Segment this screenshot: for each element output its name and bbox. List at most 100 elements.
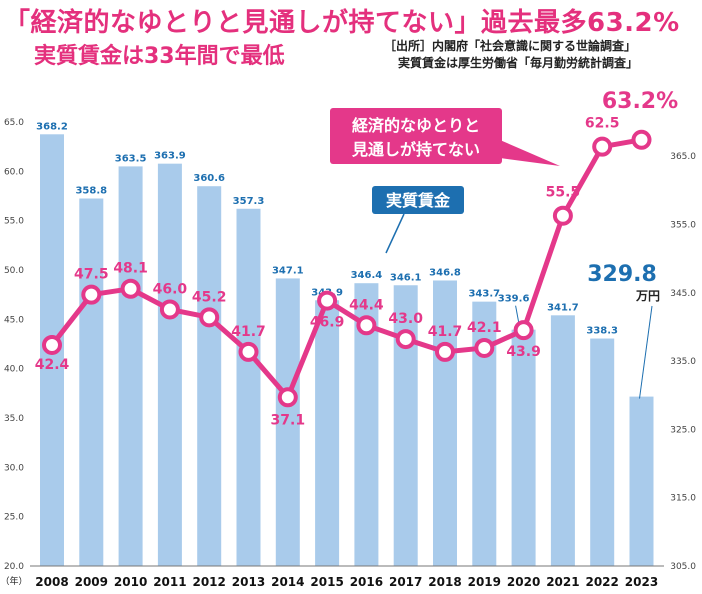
line-point-marker bbox=[81, 284, 102, 305]
wage-callout-pointer bbox=[385, 213, 405, 254]
x-tick-label: 2018 bbox=[428, 575, 461, 589]
line-point-marker bbox=[395, 329, 416, 350]
line-point-value-label: 44.4 bbox=[349, 297, 384, 313]
line-point-value-label: 63.2% bbox=[602, 89, 678, 114]
source-line-2: 実質賃金は厚生労働省「毎月勤労統計調査」 bbox=[398, 56, 639, 70]
wage-bar-value-label: 341.7 bbox=[547, 302, 579, 313]
line-point-marker bbox=[277, 387, 298, 408]
chart-title: 「経済的なゆとりと見通しが持てない」過去最多63.2% bbox=[4, 8, 680, 38]
wage-bar-value-label: 363.5 bbox=[115, 153, 147, 164]
y-right-tick-label: 305.0 bbox=[670, 562, 696, 572]
x-tick-label: 2013 bbox=[232, 575, 265, 589]
wage-bar bbox=[550, 315, 575, 566]
wage-bar bbox=[79, 198, 104, 566]
line-callout-label: 見通しが持てない bbox=[351, 140, 480, 159]
line-point-value-label: 55.5 bbox=[546, 185, 581, 201]
y-left-tick-label: 20.0 bbox=[4, 562, 24, 572]
x-tick-label: 2015 bbox=[310, 575, 343, 589]
wage-bar bbox=[275, 278, 300, 566]
line-point-value-label: 48.1 bbox=[113, 261, 148, 277]
wage-bar bbox=[590, 338, 615, 566]
y-right-tick-label: 355.0 bbox=[670, 220, 696, 230]
wage-unit-label: 万円 bbox=[635, 289, 660, 303]
line-series-path bbox=[50, 137, 642, 400]
line-point-marker bbox=[317, 290, 338, 311]
y-left-tick-label: 30.0 bbox=[4, 463, 24, 473]
x-axis-unit-label: （年） bbox=[0, 575, 27, 587]
line-point-value-label: 62.5 bbox=[585, 116, 620, 132]
line-point-marker bbox=[42, 334, 62, 355]
wage-bar bbox=[393, 285, 418, 566]
line-point-marker bbox=[199, 307, 220, 328]
x-tick-label: 2017 bbox=[389, 575, 422, 589]
y-right-tick-label: 365.0 bbox=[670, 152, 696, 162]
line-point-value-label: 37.1 bbox=[271, 412, 306, 428]
x-tick-label: 2014 bbox=[271, 575, 304, 589]
wage-bar-value-label: 339.6 bbox=[498, 294, 530, 305]
x-tick-label: 2021 bbox=[546, 575, 579, 589]
y-right-tick-label: 345.0 bbox=[670, 289, 696, 299]
line-point-value-label: 41.7 bbox=[428, 324, 463, 340]
line-point-value-label: 43.9 bbox=[506, 344, 541, 360]
line-point-value-label: 45.2 bbox=[192, 289, 227, 305]
y-left-tick-label: 45.0 bbox=[4, 315, 24, 325]
y-right-tick-label: 335.0 bbox=[670, 357, 696, 367]
wage-bar-value-label: 360.6 bbox=[193, 173, 225, 184]
line-point-marker bbox=[474, 337, 495, 358]
x-tick-label: 2016 bbox=[350, 575, 383, 589]
wage-bar-value-label: 358.8 bbox=[75, 186, 107, 197]
wage-bar-value-label: 343.7 bbox=[468, 289, 500, 300]
wage-callout-label: 実質賃金 bbox=[386, 191, 451, 210]
wage-bar-value-label: 346.4 bbox=[351, 270, 383, 281]
line-callout-box bbox=[330, 108, 502, 164]
y-right-tick-label: 325.0 bbox=[670, 425, 696, 435]
line-point-value-label: 42.1 bbox=[467, 320, 502, 336]
wage-bar bbox=[511, 329, 536, 566]
wage-bar bbox=[629, 396, 654, 566]
wage-bar-value-label: 346.1 bbox=[390, 272, 422, 283]
line-point-marker bbox=[552, 205, 573, 226]
wage-bar bbox=[315, 300, 340, 566]
line-point-marker bbox=[238, 341, 259, 362]
wage-bar-value-label: 363.9 bbox=[154, 151, 186, 162]
x-tick-label: 2019 bbox=[468, 575, 501, 589]
line-point-value-label: 42.4 bbox=[35, 357, 70, 373]
y-left-tick-label: 35.0 bbox=[4, 414, 24, 424]
line-point-marker bbox=[120, 278, 141, 299]
x-tick-label: 2009 bbox=[75, 575, 108, 589]
wage-bar-value-label: 347.1 bbox=[272, 265, 304, 276]
chart-subtitle: 実質賃金は33年間で最低 bbox=[34, 44, 285, 69]
x-tick-label: 2022 bbox=[585, 575, 618, 589]
wage-bar-value-label: 357.3 bbox=[233, 196, 265, 207]
wage-bar-value-label: 368.2 bbox=[36, 121, 68, 132]
y-left-tick-label: 50.0 bbox=[4, 266, 24, 276]
wage-latest-value: 329.8 bbox=[587, 262, 657, 287]
line-point-marker bbox=[435, 341, 455, 362]
source-note: ［出所］内閣府「社会意識に関する世論調査」 実質賃金は厚生労働省「毎月勤労統計調… bbox=[384, 38, 638, 72]
y-left-tick-label: 25.0 bbox=[4, 513, 24, 523]
x-tick-label: 2008 bbox=[35, 575, 68, 589]
x-tick-label: 2011 bbox=[153, 575, 186, 589]
line-point-marker bbox=[513, 320, 534, 341]
line-point-marker bbox=[631, 129, 652, 150]
line-point-value-label: 41.7 bbox=[231, 324, 266, 340]
line-point-value-label: 46.9 bbox=[310, 315, 345, 331]
y-left-tick-label: 55.0 bbox=[4, 217, 24, 227]
line-point-value-label: 47.5 bbox=[74, 267, 109, 283]
wage-callout-box bbox=[372, 186, 464, 214]
wage-bar bbox=[118, 166, 143, 566]
x-tick-label: 2023 bbox=[625, 575, 658, 589]
wage-bar bbox=[197, 186, 222, 566]
line-point-marker bbox=[592, 136, 613, 157]
wage-latest-leader bbox=[639, 305, 653, 399]
wage-bar-value-label: 338.3 bbox=[586, 326, 618, 337]
y-left-tick-label: 60.0 bbox=[4, 167, 24, 177]
x-tick-label: 2020 bbox=[507, 575, 540, 589]
x-tick-label: 2012 bbox=[192, 575, 225, 589]
wage-bar bbox=[433, 280, 457, 566]
wage-bar-value-label: 346.8 bbox=[429, 267, 461, 278]
line-callout-label: 経済的なゆとりと bbox=[352, 116, 480, 135]
y-right-tick-label: 315.0 bbox=[670, 494, 696, 504]
line-point-value-label: 46.0 bbox=[153, 281, 188, 297]
